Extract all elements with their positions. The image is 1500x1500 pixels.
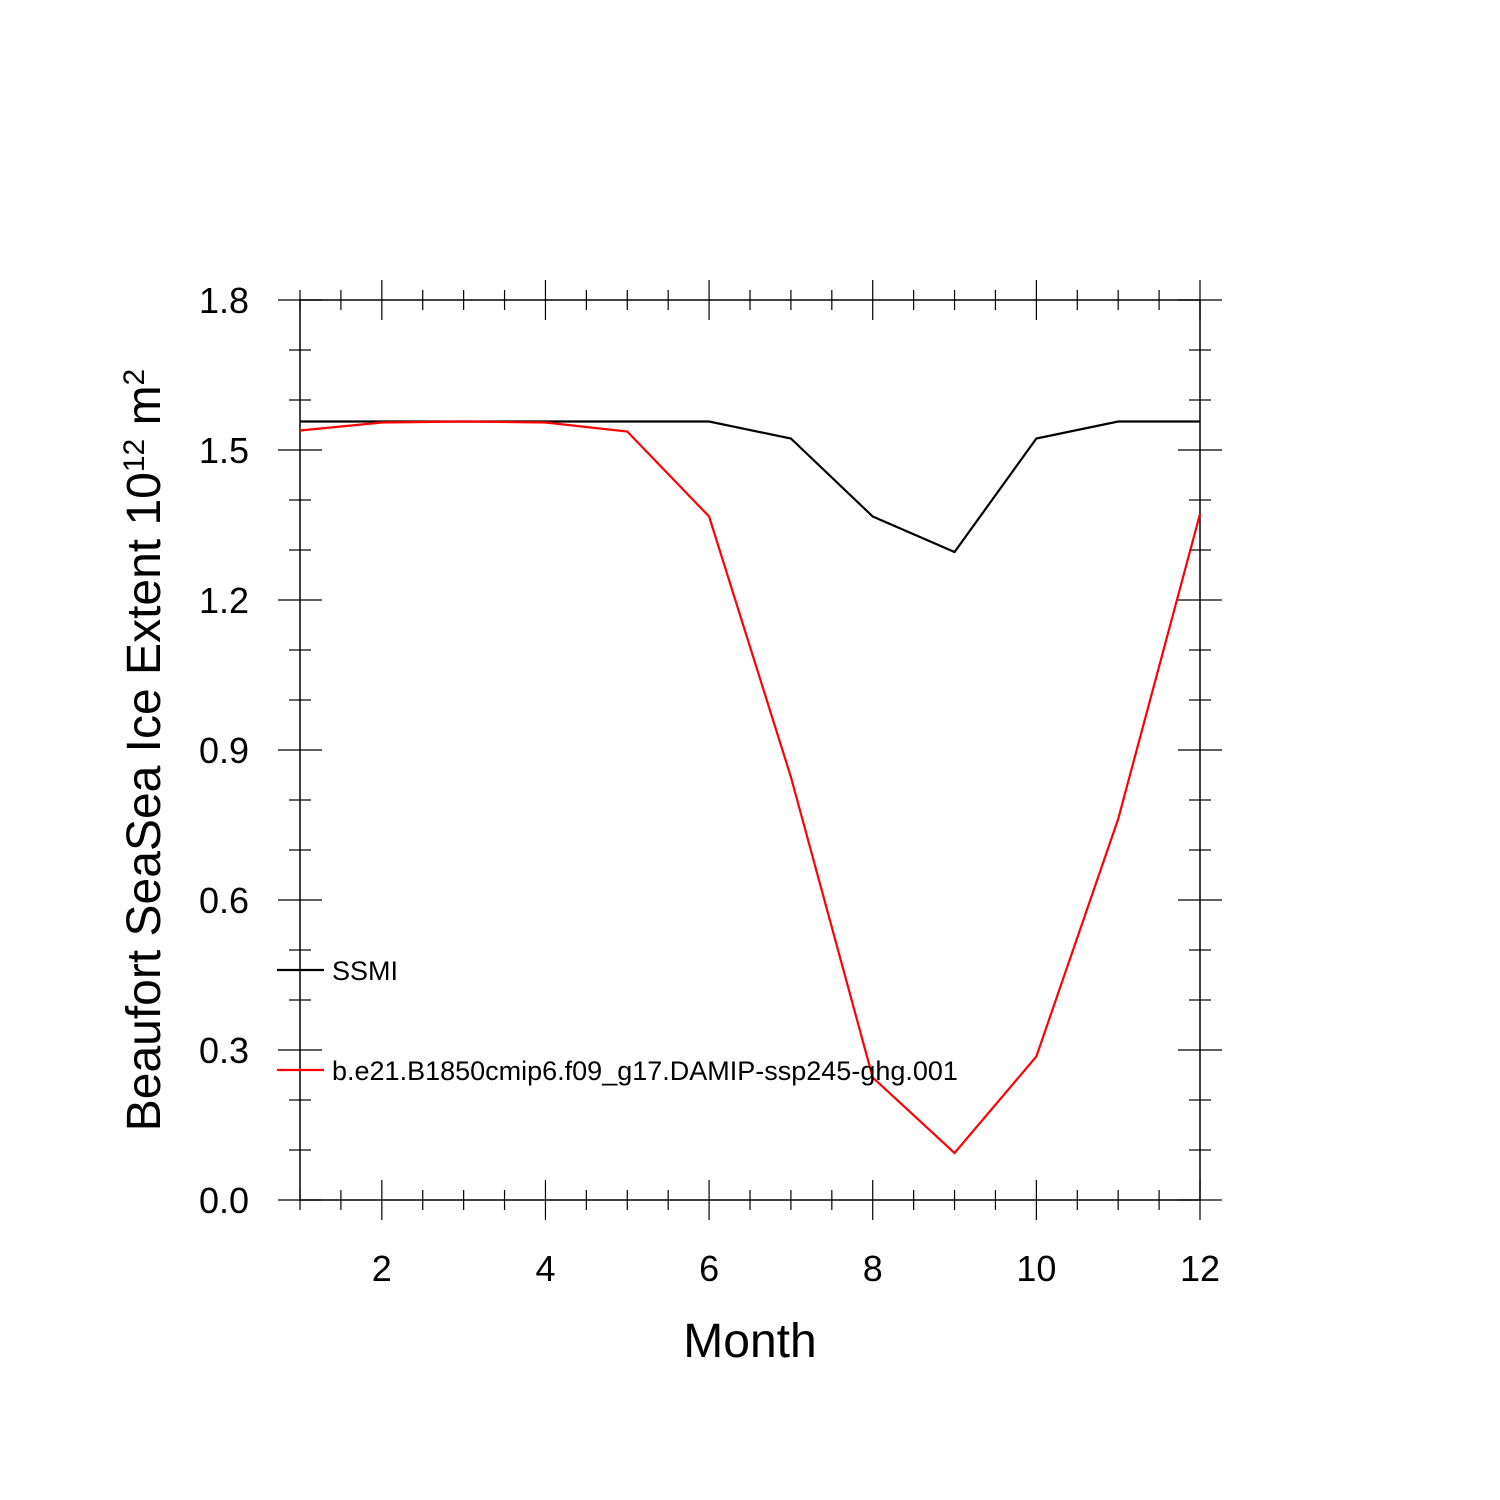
- x-axis-title: Month: [683, 1315, 816, 1368]
- y-axis-title-unit-exponent: 2: [118, 369, 151, 386]
- y-tick-label: 0.3: [199, 1030, 249, 1071]
- legend-label: b.e21.B1850cmip6.f09_g17.DAMIP-ssp245-gh…: [332, 1056, 958, 1086]
- series-line-1: [300, 420, 1200, 554]
- legend-label: SSMI: [332, 956, 398, 986]
- y-tick-label: 1.8: [199, 280, 249, 321]
- x-tick-labels: 2 4 6 8 10 12: [372, 1248, 1220, 1289]
- x-tick-label: 6: [699, 1248, 719, 1289]
- series-lines: [299, 420, 1202, 1155]
- x-tick-label: 2: [372, 1248, 392, 1289]
- y-axis-title: Beaufort SeaSea Ice Extent 1012 m2: [118, 369, 172, 1132]
- y-tick-labels: 0.0 0.3 0.6 0.9 1.2 1.5 1.8: [199, 280, 249, 1221]
- y-tick-label: 0.6: [199, 880, 249, 921]
- y-tick-label: 0.9: [199, 730, 249, 771]
- y-tick-label: 1.5: [199, 430, 249, 471]
- y-tick-label: 0.0: [199, 1180, 249, 1221]
- x-tick-label: 10: [1016, 1248, 1056, 1289]
- y-axis-title-main: Beaufort SeaSea Ice Extent 10: [118, 472, 171, 1131]
- legend: SSMI b.e21.B1850cmip6.f09_g17.DAMIP-ssp24…: [277, 956, 958, 1086]
- axis-ticks: [278, 280, 1222, 1220]
- x-tick-label: 8: [863, 1248, 883, 1289]
- x-tick-label: 4: [535, 1248, 555, 1289]
- y-tick-label: 1.2: [199, 580, 249, 621]
- y-axis-title-exponent: 12: [118, 439, 151, 472]
- x-tick-label: 12: [1180, 1248, 1220, 1289]
- y-axis-title-unit: m: [118, 385, 171, 438]
- series-line-2: [299, 420, 1202, 1155]
